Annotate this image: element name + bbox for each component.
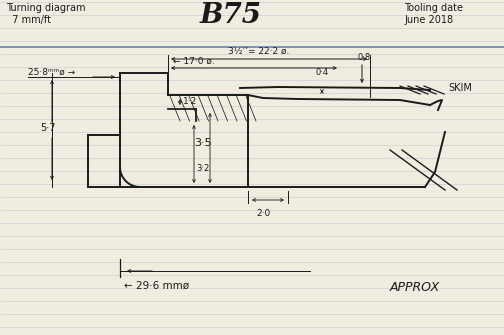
Text: Tooling date: Tooling date [404, 3, 463, 13]
Text: June 2018: June 2018 [404, 15, 453, 25]
Text: 1·2: 1·2 [183, 97, 197, 107]
Text: APPROX: APPROX [390, 281, 440, 294]
Text: SKIM: SKIM [448, 83, 472, 93]
Text: 3·2: 3·2 [196, 164, 209, 173]
Text: 3½’’= 22·2 ø.: 3½’’= 22·2 ø. [228, 47, 290, 56]
Text: 0·8: 0·8 [358, 53, 371, 62]
Text: B75: B75 [200, 2, 262, 29]
Text: ← 17·0 ø.: ← 17·0 ø. [173, 57, 215, 66]
Text: Turning diagram: Turning diagram [6, 3, 86, 13]
Text: 3·5: 3·5 [194, 138, 212, 148]
Text: 25·8ᵐᵐø →: 25·8ᵐᵐø → [28, 67, 75, 76]
Text: 2·0: 2·0 [256, 209, 270, 218]
Text: 0·4: 0·4 [315, 68, 328, 77]
Text: 5·7: 5·7 [40, 123, 55, 133]
Text: ← 29·6 mmø: ← 29·6 mmø [124, 281, 189, 291]
Text: 7 mm/ft: 7 mm/ft [6, 15, 51, 25]
